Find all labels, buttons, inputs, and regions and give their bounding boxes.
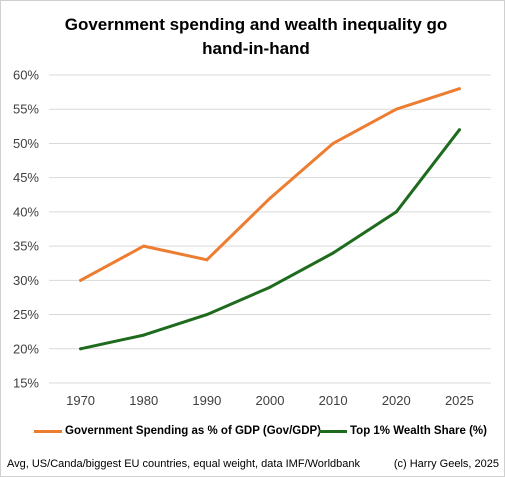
legend-item-government-spending: Government Spending as % of GDP (Gov/GDP… [34,425,321,437]
y-tick-label: 55% [13,102,39,117]
data-point [142,244,146,248]
series-line-top-1pct-wealth [79,128,461,351]
y-tick-label: 30% [13,273,39,288]
line-chart: 60% 55% 50% 45% 40% 35% 30% 25% 20% 15% 1970 1980 19… [13,68,491,408]
y-tick-label: 20% [13,341,39,356]
legend-item-top-1pct: Top 1% Wealth Share (%) [319,425,487,437]
data-point [331,141,335,145]
data-point [268,196,272,200]
y-tick-label: 45% [13,170,39,185]
data-point [394,107,398,111]
legend-label-top-1pct: Top 1% Wealth Share (%) [350,425,487,437]
data-point [268,285,272,289]
data-point [457,87,461,91]
x-tick-label: 1970 [66,393,95,408]
x-tick-label: 1990 [192,393,221,408]
data-point [142,333,146,337]
chart-title: Government spending and wealth inequalit… [64,15,448,58]
copyright-credit: (c) Harry Geels, 2025 [393,458,499,470]
y-tick-label: 25% [13,307,39,322]
data-point [457,128,461,132]
y-tick-label: 40% [13,204,39,219]
legend-swatch-orange [34,429,62,433]
data-point [79,278,83,282]
data-point [331,251,335,255]
data-point [394,210,398,214]
x-tick-label: 2025 [445,393,474,408]
x-tick-label: 2000 [256,393,285,408]
y-tick-label: 15% [13,376,39,391]
x-tick-label: 2020 [382,393,411,408]
series-line-government-spending [79,87,461,282]
y-tick-label: 60% [13,68,39,83]
y-tick-label: 50% [13,136,39,151]
x-tick-label: 2010 [319,393,348,408]
x-tick-label: 1980 [129,393,158,408]
data-point [205,258,209,262]
legend-label-government-spending: Government Spending as % of GDP (Gov/GDP… [65,425,322,437]
data-point [79,347,83,351]
footer: Avg, US/Canda/biggest EU countries, equa… [7,458,499,470]
source-note: Avg, US/Canda/biggest EU countries, equa… [7,458,361,470]
data-point [205,313,209,317]
y-tick-label: 35% [13,239,39,254]
legend-swatch-green [319,429,347,433]
